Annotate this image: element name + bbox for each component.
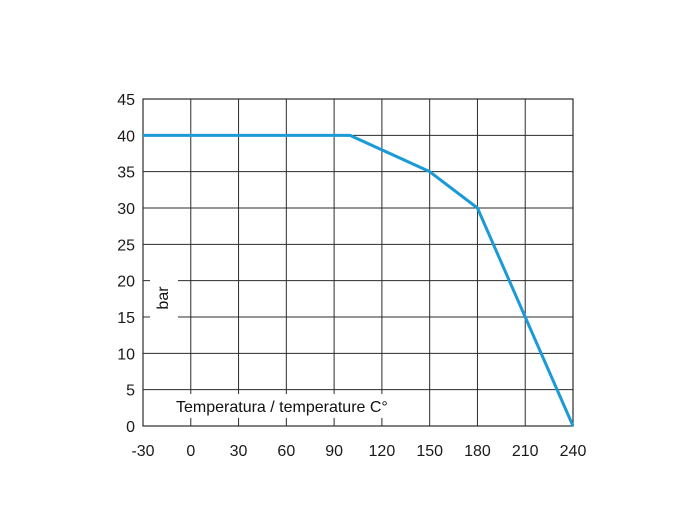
- x-tick-label: 60: [277, 443, 295, 460]
- x-tick-label: 150: [416, 443, 443, 460]
- y-tick-label: 45: [117, 92, 135, 109]
- grid: [142, 98, 574, 427]
- x-axis-label-background: [170, 394, 424, 418]
- y-tick-label: 0: [126, 419, 135, 436]
- plot-frame: [142, 98, 574, 427]
- y-tick-label: 40: [117, 128, 135, 145]
- y-tick-label: 20: [117, 274, 135, 291]
- x-tick-label: 90: [325, 443, 343, 460]
- x-tick-label: -30: [131, 443, 154, 460]
- x-axis-label: Temperatura / temperature C°: [176, 399, 388, 416]
- x-tick-label: 0: [186, 443, 195, 460]
- x-tick-label: 180: [464, 443, 491, 460]
- y-tick-label: 15: [117, 310, 135, 327]
- tick-labels: -30 0 30 60 90 120 150 180 210 240 0 5 10 15 20 25 30 35 4…: [117, 92, 586, 460]
- x-tick-label: 240: [560, 443, 587, 460]
- x-tick-label: 210: [512, 443, 539, 460]
- series-line: [143, 133, 575, 427]
- y-axis-label: bar: [155, 286, 172, 310]
- y-tick-label: 10: [117, 346, 135, 363]
- x-tick-label: 120: [369, 443, 396, 460]
- x-tick-label: 30: [230, 443, 248, 460]
- y-tick-label: 5: [126, 383, 135, 400]
- y-tick-label: 30: [117, 201, 135, 218]
- y-tick-label: 35: [117, 165, 135, 182]
- y-tick-label: 25: [117, 237, 135, 254]
- y-axis-label-background: [150, 276, 178, 320]
